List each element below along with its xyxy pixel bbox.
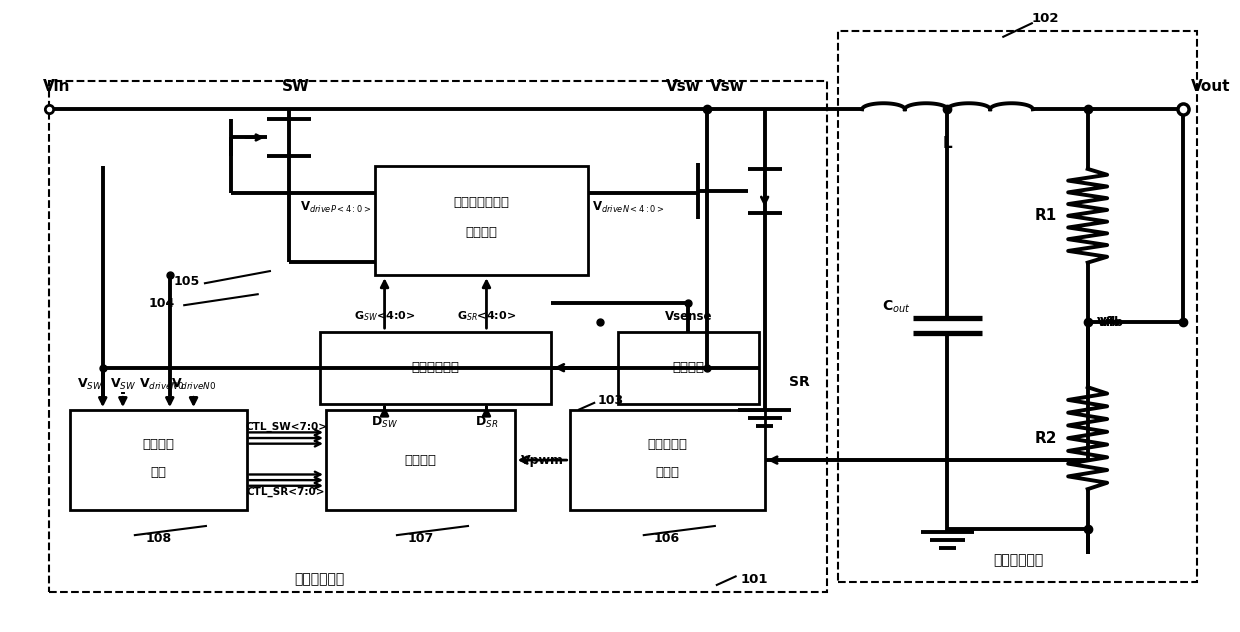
Text: 108: 108: [145, 532, 171, 545]
Text: CTL_SW<7:0>: CTL_SW<7:0>: [246, 422, 327, 432]
Text: SW: SW: [281, 78, 309, 94]
Text: R2: R2: [1034, 430, 1058, 446]
Text: Vin: Vin: [43, 78, 71, 94]
Text: 制电路: 制电路: [655, 466, 680, 479]
Text: SR: SR: [789, 375, 810, 389]
Text: 电路: 电路: [150, 466, 166, 479]
Text: L: L: [942, 137, 952, 151]
Bar: [320, 332, 552, 404]
Text: 死区电路: 死区电路: [404, 454, 436, 466]
Text: V$_{driveP<4:0>}$: V$_{driveP<4:0>}$: [300, 200, 371, 215]
Bar: [838, 31, 1198, 582]
Text: Vsw: Vsw: [666, 78, 702, 94]
Text: 105: 105: [174, 275, 200, 288]
Bar: [619, 332, 759, 404]
Bar: [569, 410, 765, 510]
Text: 驱动电路: 驱动电路: [465, 226, 497, 240]
Text: C$_{out}$: C$_{out}$: [883, 298, 911, 315]
Text: Vsw: Vsw: [709, 78, 745, 94]
Bar: [50, 81, 827, 592]
Text: V$_{SW}$: V$_{SW}$: [77, 377, 104, 392]
Text: 逻辑控制与栅极: 逻辑控制与栅极: [454, 197, 510, 209]
Text: 栅宽控制电路: 栅宽控制电路: [412, 361, 460, 374]
Text: 101: 101: [740, 573, 768, 586]
Text: R1: R1: [1035, 209, 1058, 223]
Text: V$_{driveN0}$: V$_{driveN0}$: [171, 377, 216, 392]
Text: D$_{SR}$: D$_{SR}$: [475, 415, 498, 430]
Text: CTL_SR<7:0>: CTL_SR<7:0>: [247, 486, 325, 497]
Text: 106: 106: [653, 532, 681, 545]
Bar: [69, 410, 247, 510]
Text: 电流检测: 电流检测: [672, 361, 704, 374]
Text: Vfb: Vfb: [1100, 316, 1123, 329]
Text: Vpwm: Vpwm: [521, 454, 563, 466]
Text: Vout: Vout: [1192, 78, 1231, 94]
Bar: [326, 410, 515, 510]
Text: D$_{SW}$: D$_{SW}$: [371, 415, 398, 430]
Text: V$_{SW}$: V$_{SW}$: [109, 377, 136, 392]
Bar: [374, 166, 588, 276]
Text: 控制电路模块: 控制电路模块: [295, 572, 345, 586]
Text: 脉冲宽度调: 脉冲宽度调: [647, 438, 687, 451]
Text: V$_{driveN<4:0>}$: V$_{driveN<4:0>}$: [591, 200, 663, 215]
Text: 104: 104: [149, 297, 175, 310]
Text: G$_{SW}$<4:0>: G$_{SW}$<4:0>: [353, 309, 415, 323]
Text: 102: 102: [1032, 12, 1059, 25]
Text: V$_{driveN0}$: V$_{driveN0}$: [139, 377, 184, 392]
Text: Vfb: Vfb: [1097, 316, 1121, 329]
Text: G$_{SR}$<4:0>: G$_{SR}$<4:0>: [456, 309, 516, 323]
Text: 103: 103: [598, 394, 624, 407]
Text: Vsense: Vsense: [665, 310, 712, 322]
Text: 107: 107: [407, 532, 434, 545]
Text: 滤波反馈电路: 滤波反馈电路: [993, 553, 1043, 568]
Text: 死区预测: 死区预测: [143, 438, 174, 451]
